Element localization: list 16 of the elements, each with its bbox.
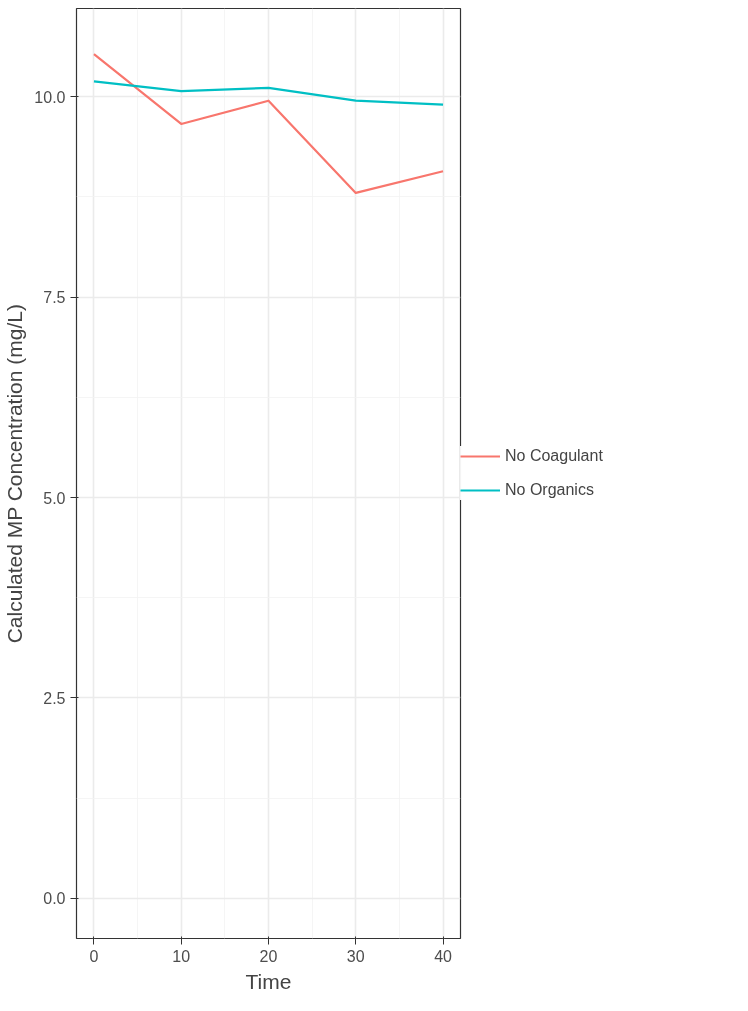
y-tick-label: 10.0 xyxy=(34,88,66,106)
y-tick-label: 7.5 xyxy=(43,289,66,307)
x-tick-label: 40 xyxy=(434,947,453,965)
x-tick-label: 30 xyxy=(346,947,365,965)
legend-label: No Coagulant xyxy=(505,447,603,465)
line-series xyxy=(92,80,445,106)
y-tick-label: 5.0 xyxy=(43,489,66,507)
line-series xyxy=(92,53,445,194)
y-tick-label: 2.5 xyxy=(43,689,66,707)
legend-label: No Organics xyxy=(505,481,594,499)
y-axis-title: Calculated MP Concentration (mg/L) xyxy=(3,304,27,644)
x-axis-title: Time xyxy=(245,969,292,993)
y-tick-label: 0.0 xyxy=(43,890,66,908)
x-tick-label: 10 xyxy=(172,947,191,965)
x-tick-label: 20 xyxy=(259,947,278,965)
x-tick-label: 0 xyxy=(89,947,99,965)
